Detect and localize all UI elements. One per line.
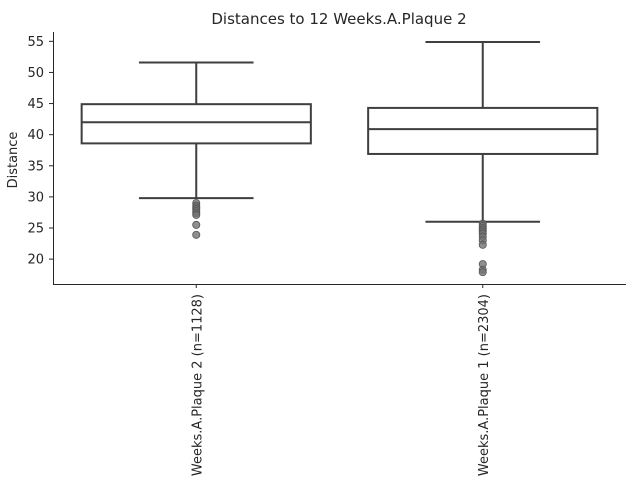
- y-tick-label: 20: [27, 253, 44, 268]
- x-axis-ticks: 12 Weeks.A.Plaque 2 (n=1128) 12 Weeks.A.P…: [190, 284, 492, 480]
- outlier-point: [192, 220, 201, 229]
- x-tick-label: 12 Weeks.A.Plaque 1 (n=2304): [477, 294, 492, 480]
- y-tick-label: 50: [27, 66, 44, 81]
- box-2: [367, 40, 599, 277]
- box-1: [80, 61, 312, 239]
- y-tick-label: 40: [27, 128, 44, 143]
- y-tick-label: 30: [27, 190, 44, 205]
- boxes-group: [80, 40, 599, 277]
- y-axis-label: Distance: [6, 132, 21, 189]
- y-axis-ticks: 20 25 30 35 40 45 50 55: [27, 35, 53, 268]
- outlier-point: [192, 210, 201, 219]
- y-tick-label: 25: [27, 222, 44, 237]
- y-tick-label: 35: [27, 159, 44, 174]
- outlier-point: [192, 230, 201, 239]
- x-tick-label: 12 Weeks.A.Plaque 2 (n=1128): [190, 294, 205, 480]
- y-tick-label: 55: [27, 35, 44, 50]
- outlier-point: [478, 268, 487, 277]
- chart-title: Distances to 12 Weeks.A.Plaque 2: [211, 10, 466, 28]
- box-iqr: [367, 106, 599, 155]
- outlier-point: [478, 240, 487, 249]
- y-tick-label: 45: [27, 97, 44, 112]
- box-iqr: [80, 103, 312, 145]
